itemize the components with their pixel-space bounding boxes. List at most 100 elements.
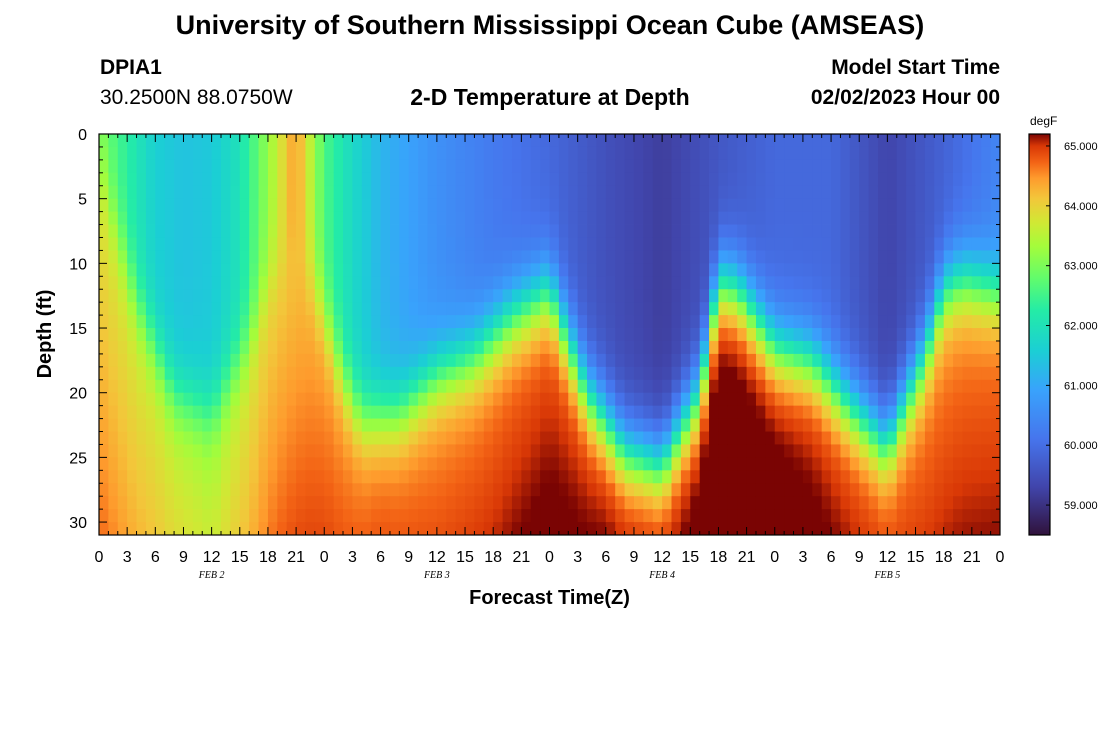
heatmap-cell [474,315,485,329]
heatmap-cell [690,522,701,536]
heatmap-cell [765,405,776,419]
heatmap-cell [446,444,457,458]
heatmap-cell [587,263,597,277]
heatmap-cell [821,185,832,200]
heatmap-cell [643,159,654,174]
heatmap-cell [108,211,119,225]
heatmap-cell [962,315,973,329]
heatmap-cell [690,444,701,458]
heatmap-cell [361,379,372,394]
heatmap-cell [821,315,832,329]
heatmap-cell [840,134,851,148]
heatmap-cell [333,483,344,497]
heatmap-cell [174,302,184,316]
heatmap-cell [314,483,325,497]
x-tick-label: 9 [404,549,413,566]
heatmap-cell [258,418,269,432]
heatmap-cell [587,457,597,471]
heatmap-cell [746,522,757,536]
heatmap-cell [755,470,766,484]
heatmap-cell [596,185,607,200]
heatmap-cell [192,237,203,251]
heatmap-cell [624,172,635,187]
heatmap-cell [324,159,335,174]
heatmap-cell [221,392,231,407]
heatmap-cell [343,302,353,316]
heatmap-cell [943,353,954,368]
heatmap-cell [164,224,175,238]
heatmap-cell [286,315,297,329]
heatmap-cell [934,405,945,419]
heatmap-cell [558,328,569,342]
heatmap-cell [239,211,250,225]
heatmap-cell [155,509,166,523]
heatmap-cell [577,444,588,458]
heatmap-cell [230,405,241,419]
heatmap-cell [906,392,916,407]
heatmap-cell [540,392,550,407]
heatmap-cell [127,353,137,368]
heatmap-cell [906,340,916,355]
heatmap-cell [418,405,428,419]
heatmap-cell [962,172,973,187]
heatmap-cell [314,328,325,342]
heatmap-cell [802,276,813,290]
heatmap-cell [211,276,222,290]
heatmap-cell [737,366,747,381]
heatmap-cell [305,444,316,458]
heatmap-cell [859,444,870,458]
heatmap-cell [127,431,137,445]
heatmap-cell [877,353,888,368]
heatmap-cell [192,509,203,523]
heatmap-cell [915,276,926,290]
heatmap-cell [868,457,879,471]
heatmap-cell [877,263,888,277]
heatmap-cell [221,328,231,342]
heatmap-cell [277,211,288,225]
heatmap-cell [831,237,841,251]
heatmap-cell [981,366,992,381]
heatmap-cell [183,353,194,368]
heatmap-cell [934,496,945,510]
heatmap-cell [343,418,353,432]
heatmap-cell [906,198,916,213]
heatmap-cell [746,276,757,290]
heatmap-cell [399,134,410,148]
heatmap-cell [746,315,757,329]
heatmap-cell [699,522,710,536]
heatmap-cell [221,379,231,394]
heatmap-cell [915,418,926,432]
heatmap-cell [718,315,729,329]
heatmap-cell [981,198,992,213]
heatmap-cell [389,250,400,264]
heatmap-cell [605,457,616,471]
heatmap-cell [849,444,860,458]
heatmap-cell [371,379,381,394]
heatmap-cell [314,302,325,316]
heatmap-cell [333,185,344,200]
heatmap-cell [877,289,888,303]
heatmap-cell [831,224,841,238]
heatmap-cell [127,392,137,407]
heatmap-cell [671,366,682,381]
heatmap-cell [596,366,607,381]
heatmap-cell [755,224,766,238]
heatmap-cell [577,496,588,510]
heatmap-cell [361,496,372,510]
heatmap-cell [662,159,672,174]
heatmap-cell [934,172,945,187]
heatmap-cell [680,224,691,238]
heatmap-cell [474,302,485,316]
heatmap-cell [924,185,935,200]
heatmap-cell [483,146,494,161]
heatmap-cell [202,509,213,523]
heatmap-cell [633,522,644,536]
heatmap-cell [587,289,597,303]
heatmap-cell [352,431,363,445]
heatmap-cell [324,405,335,419]
heatmap-cell [127,315,137,329]
heatmap-cell [286,353,297,368]
heatmap-cell [249,522,259,536]
heatmap-cell [633,276,644,290]
